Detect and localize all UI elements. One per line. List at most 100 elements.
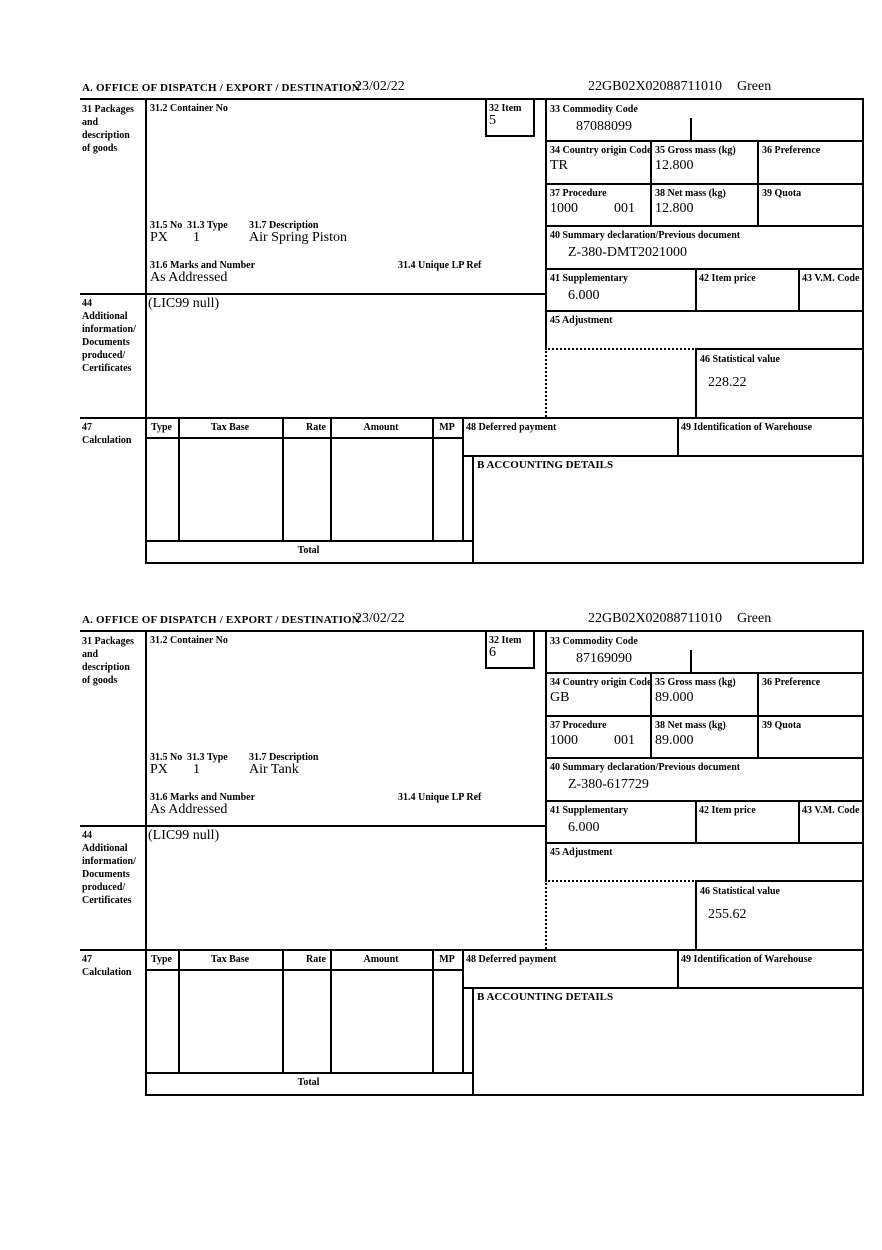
box37-procedure-label: 37 Procedure xyxy=(550,188,607,199)
divider-line xyxy=(545,757,864,759)
acceptance-date-value: 23/02/22 xyxy=(355,79,405,94)
box38-net-mass-label: 38 Net mass (kg) xyxy=(655,188,726,199)
box31-packages-label: 31 Packages and description of goods xyxy=(82,636,134,686)
declaration-item-section-5: A. OFFICE OF DISPATCH / EXPORT / DESTINA… xyxy=(80,78,864,570)
tax-type-column-header: Type xyxy=(151,422,172,433)
box47-calculation-label: 47 Calculation xyxy=(82,954,132,978)
divider-line xyxy=(677,949,679,989)
divider-line xyxy=(80,293,547,295)
rate-column-header: Rate xyxy=(306,954,326,965)
dotted-divider-line xyxy=(545,880,547,949)
statistical-value: 255.62 xyxy=(708,907,747,922)
divider-line xyxy=(145,540,474,542)
box44-additional-info-label: 44 Additional information/ Documents pro… xyxy=(82,830,136,906)
routing-status-value: Green xyxy=(737,611,772,626)
divider-line xyxy=(80,949,864,951)
previous-document-value: Z-380-617729 xyxy=(568,777,649,792)
declaration-item-section-6: A. OFFICE OF DISPATCH / EXPORT / DESTINA… xyxy=(80,610,864,1102)
procedure-code-value: 1000 xyxy=(550,733,578,748)
box49-warehouse-label: 49 Identification of Warehouse xyxy=(681,954,813,965)
divider-line xyxy=(472,455,474,564)
declaration-reference-value: 22GB02X02088711010 xyxy=(588,611,723,626)
box31-6-marks-label: 31.6 Marks and Number xyxy=(150,260,256,271)
box48-deferred-payment-label: 48 Deferred payment xyxy=(466,422,557,433)
divider-line xyxy=(695,880,864,882)
box31-5-no-label: 31.5 No xyxy=(150,220,183,231)
divider-line xyxy=(80,630,864,632)
divider-line xyxy=(545,842,864,844)
divider-line xyxy=(462,949,464,1074)
divider-line xyxy=(545,310,864,312)
divider-line xyxy=(485,98,487,137)
divider-line xyxy=(485,667,535,669)
box38-net-mass-label: 38 Net mass (kg) xyxy=(655,720,726,731)
origin-country-value: GB xyxy=(550,690,570,705)
box31-packages-label: 31 Packages and description of goods xyxy=(82,104,134,154)
commodity-code-value: 87169090 xyxy=(576,651,632,666)
box45-adjustment-label: 45 Adjustment xyxy=(550,315,613,326)
divider-line xyxy=(862,630,864,1096)
package-count-value: PX xyxy=(150,230,168,245)
divider-line xyxy=(695,268,697,312)
box39-quota-label: 39 Quota xyxy=(762,720,802,731)
box31-4-unique-lp-ref-label: 31.4 Unique LP Ref xyxy=(398,792,482,803)
divider-line xyxy=(533,98,535,137)
divider-line xyxy=(545,268,864,270)
tax-base-column-header: Tax Base xyxy=(210,422,250,433)
origin-country-value: TR xyxy=(550,158,568,173)
box48-deferred-payment-label: 48 Deferred payment xyxy=(466,954,557,965)
divider-line xyxy=(178,949,180,1074)
procedure-suffix-value: 001 xyxy=(614,733,635,748)
divider-line xyxy=(485,630,487,669)
box35-gross-mass-label: 35 Gross mass (kg) xyxy=(655,677,736,688)
previous-document-value: Z-380-DMT2021000 xyxy=(568,245,687,260)
divider-line xyxy=(545,630,547,882)
box43-vm-code-label: 43 V.M. Code xyxy=(802,273,860,284)
divider-line xyxy=(145,1094,864,1096)
divider-line xyxy=(282,949,284,1074)
box35-gross-mass-label: 35 Gross mass (kg) xyxy=(655,145,736,156)
divider-line xyxy=(145,969,464,971)
divider-line xyxy=(472,987,474,1096)
divider-line xyxy=(757,672,759,759)
statistical-value: 228.22 xyxy=(708,375,747,390)
additional-information-value: (LIC99 null) xyxy=(148,296,220,311)
box31-7-description-label: 31.7 Description xyxy=(249,752,319,763)
box45-adjustment-label: 45 Adjustment xyxy=(550,847,613,858)
gross-mass-value: 12.800 xyxy=(655,158,694,173)
divider-line xyxy=(432,417,434,542)
box33-commodity-code-label: 33 Commodity Code xyxy=(550,104,638,115)
box32-item-label: 32 Item xyxy=(489,635,522,646)
box42-item-price-label: 42 Item price xyxy=(699,273,756,284)
amount-column-header: Amount xyxy=(363,422,399,433)
goods-description-value: Air Tank xyxy=(249,762,299,777)
box31-5-no-label: 31.5 No xyxy=(150,752,183,763)
divider-line xyxy=(545,140,864,142)
divider-line xyxy=(178,417,180,542)
mp-column-header: MP xyxy=(439,954,455,965)
divider-line xyxy=(695,348,697,419)
divider-line xyxy=(695,800,697,844)
item-number-value: 6 xyxy=(489,645,496,660)
tax-type-column-header: Type xyxy=(151,954,172,965)
commodity-code-divider-line xyxy=(690,650,692,674)
divider-line xyxy=(862,98,864,564)
divider-line xyxy=(798,268,800,312)
office-of-dispatch-heading: A. OFFICE OF DISPATCH / EXPORT / DESTINA… xyxy=(82,82,360,94)
box33-commodity-code-label: 33 Commodity Code xyxy=(550,636,638,647)
box41-supplementary-label: 41 Supplementary xyxy=(550,805,629,816)
procedure-suffix-value: 001 xyxy=(614,201,635,216)
item-number-value: 5 xyxy=(489,113,496,128)
divider-line xyxy=(282,417,284,542)
dotted-divider-line xyxy=(545,348,697,350)
divider-line xyxy=(80,417,864,419)
commodity-code-divider-line xyxy=(690,118,692,142)
divider-line xyxy=(462,417,464,542)
box31-7-description-label: 31.7 Description xyxy=(249,220,319,231)
divider-line xyxy=(330,417,332,542)
box31-3-type-label: 31.3 Type xyxy=(187,752,228,763)
marks-and-numbers-value: As Addressed xyxy=(150,270,228,285)
divider-line xyxy=(145,1072,474,1074)
amount-column-header: Amount xyxy=(363,954,399,965)
